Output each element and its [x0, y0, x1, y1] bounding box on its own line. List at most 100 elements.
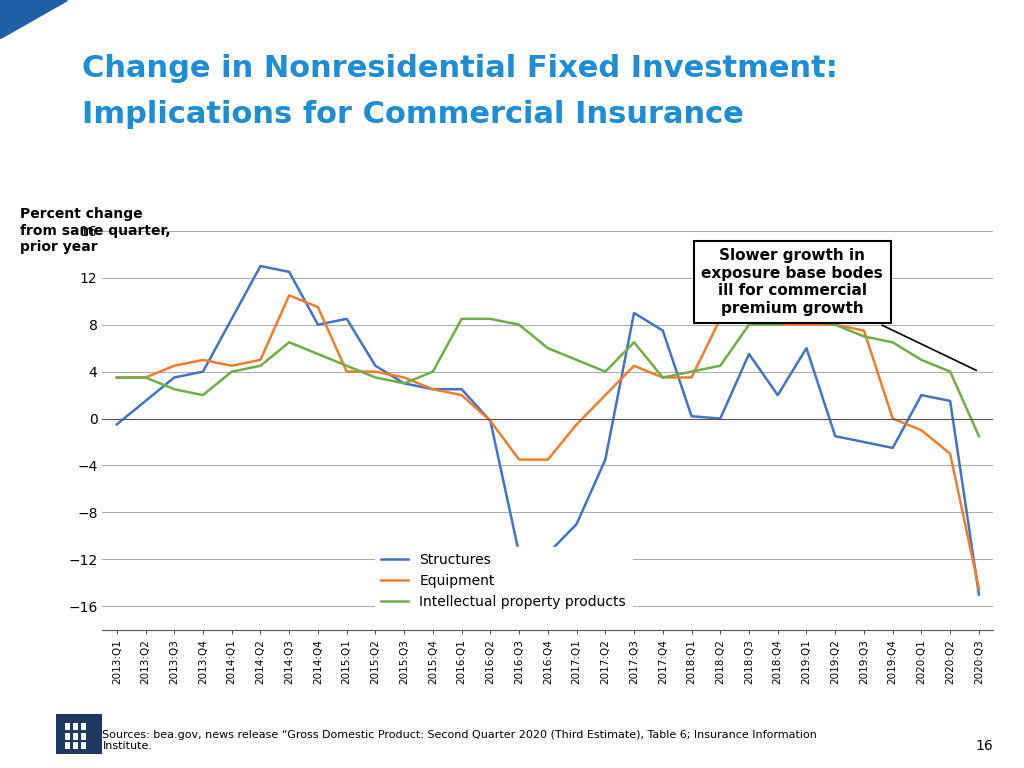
Structures — [944, 396, 956, 406]
Structures — [801, 343, 813, 353]
Structures — [628, 309, 640, 318]
Text: Change in Nonresidential Fixed Investment:: Change in Nonresidential Fixed Investmen… — [82, 54, 838, 83]
Text: Slower growth in
exposure base bodes
ill for commercial
premium growth: Slower growth in exposure base bodes ill… — [701, 248, 977, 370]
Intellectual property products — [714, 361, 726, 370]
Equipment — [944, 449, 956, 458]
Intellectual property products — [197, 390, 209, 399]
Equipment — [225, 361, 238, 370]
Equipment — [887, 414, 899, 423]
Equipment — [570, 420, 583, 429]
Text: 16: 16 — [976, 739, 993, 753]
Intellectual property products — [456, 314, 468, 323]
Intellectual property products — [225, 367, 238, 376]
Equipment — [599, 390, 611, 399]
Structures — [656, 326, 669, 335]
Intellectual property products — [887, 338, 899, 347]
Structures — [225, 314, 238, 323]
Equipment — [772, 320, 784, 329]
Text: Implications for Commercial Insurance: Implications for Commercial Insurance — [82, 100, 743, 129]
Structures — [398, 379, 411, 388]
Intellectual property products — [944, 367, 956, 376]
Equipment — [858, 326, 870, 335]
Structures — [685, 412, 697, 421]
Equipment — [311, 303, 324, 312]
Structures — [513, 549, 525, 558]
Equipment — [973, 584, 985, 594]
Structures — [772, 390, 784, 399]
Equipment — [197, 356, 209, 365]
Equipment — [542, 455, 554, 464]
Intellectual property products — [742, 320, 755, 329]
Intellectual property products — [628, 338, 640, 347]
Intellectual property products — [111, 373, 123, 382]
Intellectual property products — [973, 432, 985, 441]
Line: Structures: Structures — [117, 266, 979, 594]
Equipment — [513, 455, 525, 464]
Equipment — [168, 361, 180, 370]
Equipment — [628, 361, 640, 370]
Equipment — [427, 385, 439, 394]
Equipment — [370, 367, 382, 376]
Intellectual property products — [139, 373, 152, 382]
Structures — [829, 432, 842, 441]
Intellectual property products — [168, 385, 180, 394]
Text: Sources: bea.gov, news release “Gross Domestic Product: Second Quarter 2020 (Thi: Sources: bea.gov, news release “Gross Do… — [102, 730, 817, 751]
Structures — [283, 267, 295, 276]
Text: Percent change
from same quarter,
prior year: Percent change from same quarter, prior … — [20, 207, 171, 253]
Structures — [139, 396, 152, 406]
Intellectual property products — [570, 356, 583, 365]
Structures — [111, 420, 123, 429]
Equipment — [484, 416, 497, 425]
Structures — [254, 261, 266, 270]
Equipment — [456, 390, 468, 399]
Equipment — [139, 373, 152, 382]
Intellectual property products — [542, 343, 554, 353]
Line: Intellectual property products: Intellectual property products — [117, 319, 979, 436]
Structures — [370, 361, 382, 370]
Line: Equipment: Equipment — [117, 296, 979, 589]
Intellectual property products — [283, 338, 295, 347]
Structures — [311, 320, 324, 329]
Equipment — [915, 425, 928, 435]
Structures — [570, 519, 583, 528]
Intellectual property products — [513, 320, 525, 329]
Intellectual property products — [656, 373, 669, 382]
Intellectual property products — [858, 332, 870, 341]
Intellectual property products — [685, 367, 697, 376]
Intellectual property products — [398, 379, 411, 388]
Structures — [542, 549, 554, 558]
Structures — [341, 314, 353, 323]
Legend: Structures, Equipment, Intellectual property products: Structures, Equipment, Intellectual prop… — [375, 548, 632, 614]
Intellectual property products — [341, 361, 353, 370]
Equipment — [656, 373, 669, 382]
Intellectual property products — [772, 320, 784, 329]
Intellectual property products — [427, 367, 439, 376]
Structures — [599, 455, 611, 464]
Intellectual property products — [484, 314, 497, 323]
Structures — [858, 438, 870, 447]
Equipment — [742, 314, 755, 323]
Equipment — [283, 291, 295, 300]
Equipment — [714, 314, 726, 323]
Intellectual property products — [370, 373, 382, 382]
Structures — [456, 385, 468, 394]
Intellectual property products — [311, 349, 324, 359]
Equipment — [341, 367, 353, 376]
Intellectual property products — [915, 356, 928, 365]
Intellectual property products — [254, 361, 266, 370]
Structures — [197, 367, 209, 376]
Intellectual property products — [801, 314, 813, 323]
Equipment — [398, 373, 411, 382]
Equipment — [685, 373, 697, 382]
Equipment — [801, 320, 813, 329]
Structures — [714, 414, 726, 423]
Structures — [973, 590, 985, 599]
Structures — [427, 385, 439, 394]
Intellectual property products — [599, 367, 611, 376]
Structures — [915, 390, 928, 399]
Structures — [742, 349, 755, 359]
Intellectual property products — [829, 320, 842, 329]
Equipment — [111, 373, 123, 382]
Structures — [168, 373, 180, 382]
Equipment — [829, 320, 842, 329]
